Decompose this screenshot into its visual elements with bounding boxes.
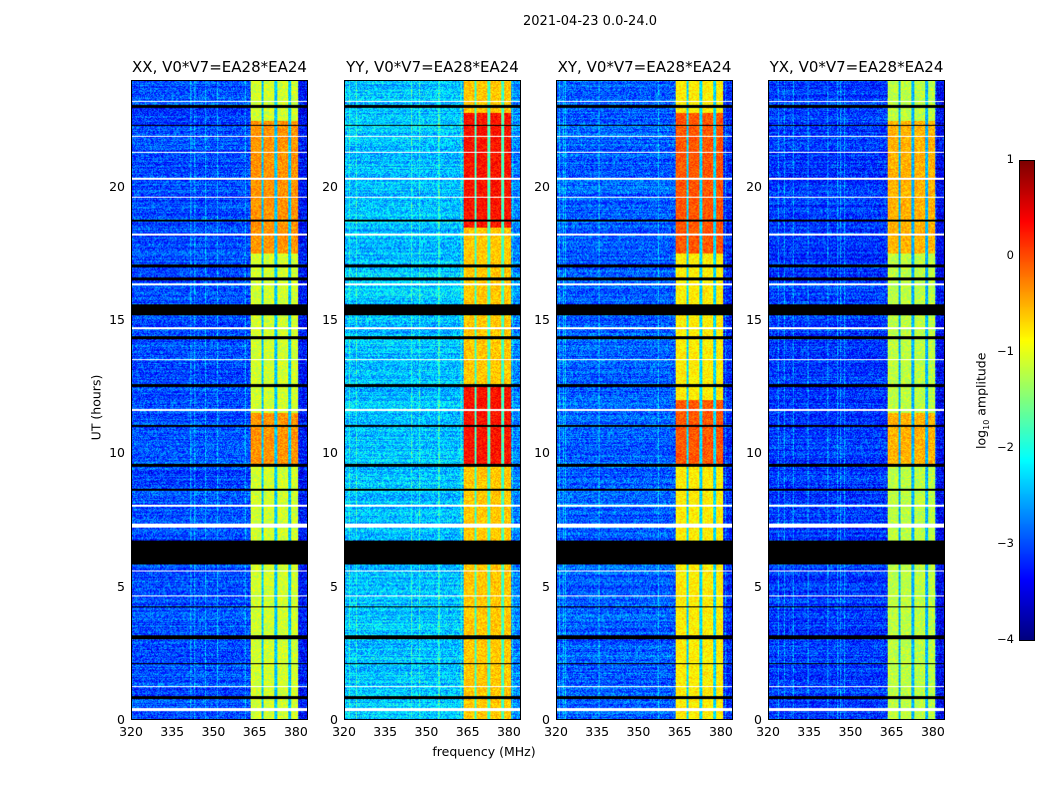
y-tick-label: 5 [330, 578, 338, 594]
x-tick-label: 380 [920, 724, 945, 739]
colorbar-tick-label: −1 [997, 344, 1014, 358]
y-tick-label: 0 [330, 712, 338, 727]
y-tick-label: 20 [746, 178, 762, 194]
colorbar-tick-label: −3 [997, 536, 1014, 550]
y-tick-label: 20 [322, 178, 338, 194]
colorbar-tick-label: −2 [997, 440, 1014, 454]
x-axis-label: frequency (MHz) [432, 744, 536, 759]
spectrogram-panel-3 [556, 80, 733, 720]
figure-title: 2021-04-23 0.0-24.0 [523, 14, 657, 29]
x-tick-label: 380 [708, 724, 733, 739]
x-tick-label: 350 [414, 724, 439, 739]
x-tick-label: 335 [160, 724, 185, 739]
y-tick-label: 15 [322, 312, 338, 327]
spectrogram-heatmap [132, 81, 307, 719]
colorbar-tick-label: −4 [997, 632, 1014, 646]
spectrogram-heatmap [345, 81, 520, 719]
y-tick-label: 20 [109, 178, 125, 194]
spectrogram-panel-2 [344, 80, 521, 720]
x-tick-label: 365 [667, 724, 692, 739]
x-tick-label: 335 [797, 724, 822, 739]
y-tick-label: 5 [754, 578, 762, 594]
x-tick-label: 350 [838, 724, 863, 739]
x-tick-label: 350 [201, 724, 226, 739]
x-tick-label: 335 [585, 724, 610, 739]
panel-title: XX, V0*V7=EA28*EA24 [132, 58, 307, 76]
panel-title: XY, V0*V7=EA28*EA24 [557, 58, 732, 76]
colorbar-tick-label: 0 [1006, 248, 1014, 262]
colorbar-label: log10 amplitude [973, 352, 991, 449]
spectrogram-heatmap [557, 81, 732, 719]
x-tick-label: 320 [119, 724, 143, 739]
y-tick-label: 10 [746, 445, 762, 461]
colorbar-tick-label: 1 [1006, 152, 1014, 166]
y-tick-label: 0 [542, 712, 550, 727]
x-tick-label: 350 [626, 724, 651, 739]
x-tick-label: 365 [242, 724, 267, 739]
y-tick-label: 15 [534, 312, 550, 327]
spectrogram-panel-4 [768, 80, 945, 720]
x-tick-label: 365 [455, 724, 480, 739]
x-tick-label: 365 [879, 724, 904, 739]
y-tick-label: 10 [322, 445, 338, 461]
y-tick-label: 5 [542, 578, 550, 594]
x-tick-label: 320 [544, 724, 568, 739]
colorbar [1019, 160, 1035, 641]
x-tick-label: 335 [373, 724, 398, 739]
y-tick-label: 15 [746, 312, 762, 327]
x-tick-label: 380 [496, 724, 521, 739]
y-tick-label: 15 [109, 312, 125, 327]
spectrogram-panel-1 [131, 80, 308, 720]
panel-title: YX, V0*V7=EA28*EA24 [769, 58, 944, 76]
panel-title: YY, V0*V7=EA28*EA24 [346, 58, 519, 76]
y-tick-label: 10 [534, 445, 550, 461]
y-tick-label: 0 [754, 712, 762, 727]
y-tick-label: 10 [109, 445, 125, 461]
y-axis-label: UT (hours) [88, 374, 104, 441]
y-tick-label: 5 [117, 578, 125, 594]
y-tick-label: 0 [117, 712, 125, 727]
x-tick-label: 320 [756, 724, 780, 739]
y-tick-label: 20 [534, 178, 550, 194]
spectrogram-heatmap [769, 81, 944, 719]
x-tick-label: 380 [283, 724, 308, 739]
x-tick-label: 320 [332, 724, 356, 739]
